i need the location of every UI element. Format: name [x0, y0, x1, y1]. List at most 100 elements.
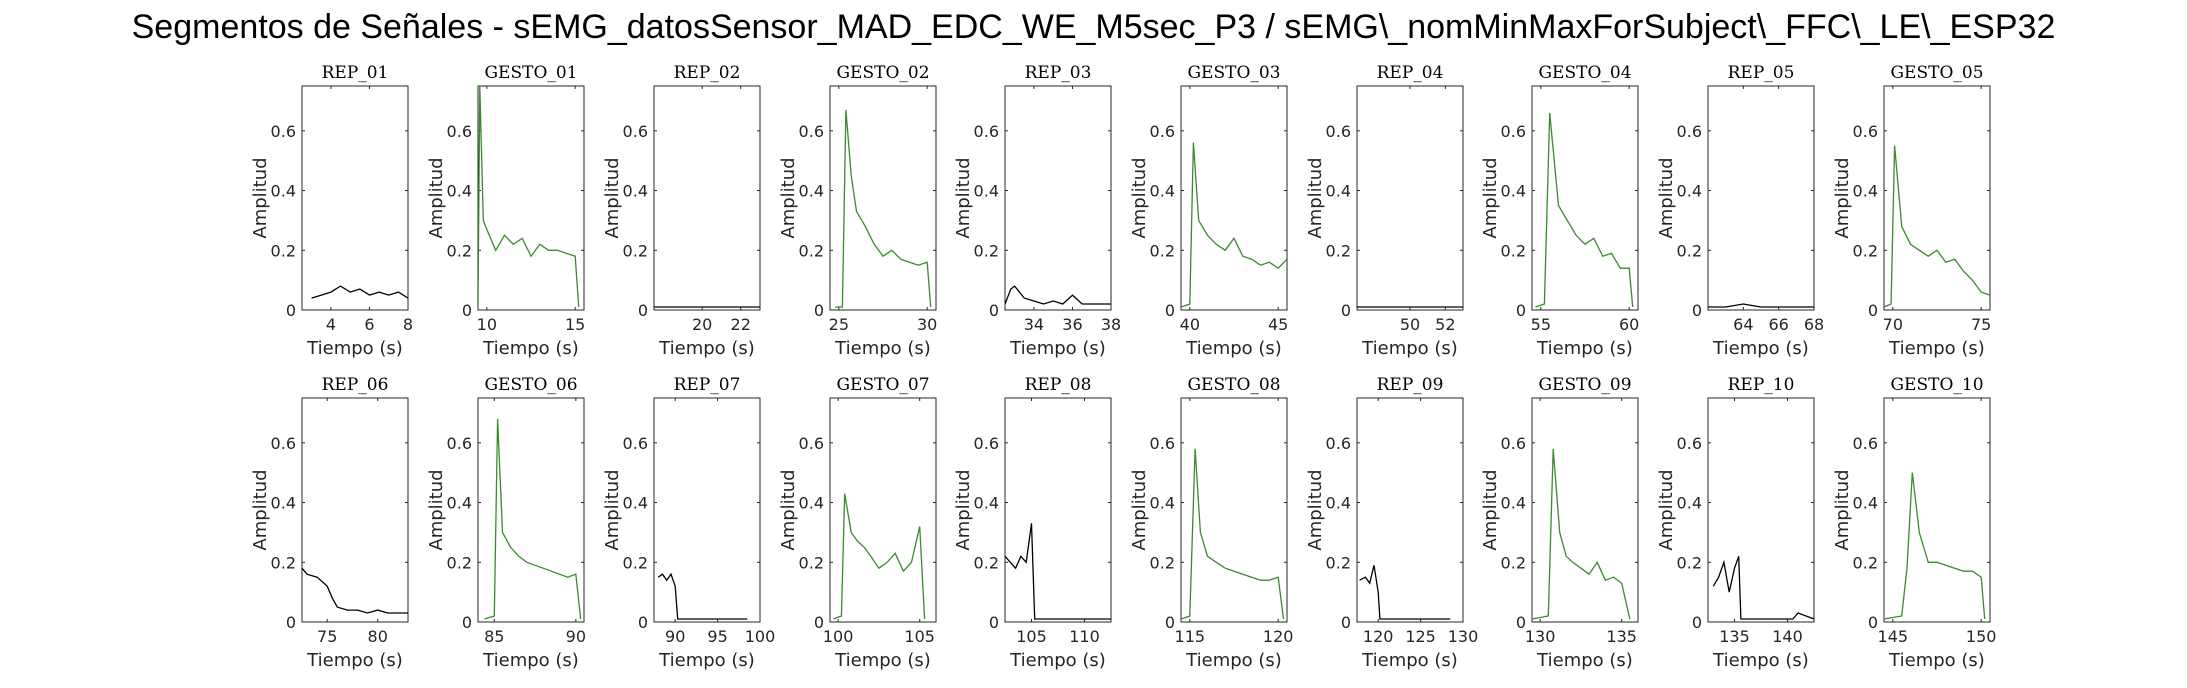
panel-title: REP_08 — [1025, 375, 1092, 395]
subplot-gesto-07: 0 0.2 0.4 0.6 100 105 GESTO_07 Tiempo (s) Amplit… — [778, 375, 937, 671]
y-tick-label: 0.2 — [799, 553, 824, 572]
signal-line — [1005, 523, 1111, 620]
axes-box — [477, 397, 585, 623]
x-tick-label: 22 — [731, 315, 751, 334]
y-tick-label: 0.4 — [623, 182, 648, 201]
y-tick-label: 0.4 — [1677, 494, 1702, 513]
subplot-gesto-06: 0 0.2 0.4 0.6 85 90 GESTO_06 Tiempo (s) Amplitud — [426, 375, 586, 671]
y-tick-label: 0.2 — [1853, 553, 1878, 572]
y-tick-label: 0.4 — [1326, 182, 1351, 201]
axes-box — [1004, 85, 1112, 311]
panel-title: REP_03 — [1025, 63, 1092, 83]
panel-title: GESTO_04 — [1538, 63, 1631, 83]
x-tick-label: 100 — [823, 627, 854, 646]
x-tick-label: 150 — [1966, 627, 1997, 646]
y-axis-label: Amplitud — [1305, 157, 1326, 238]
subplot-rep-01: 0 0.2 0.4 0.6 4 6 8 REP_01 Tiempo (s) Amplitud — [250, 63, 413, 359]
y-tick-label: 0.6 — [447, 434, 472, 453]
subplot-gesto-10: 0 0.2 0.4 0.6 145 150 GESTO_10 Tiempo (s) Amplit… — [1832, 375, 1996, 671]
x-axis-label: Tiempo (s) — [1712, 650, 1809, 671]
y-axis-label: Amplitud — [778, 157, 799, 238]
x-axis-label: Tiempo (s) — [658, 338, 755, 359]
y-axis-label: Amplitud — [602, 157, 623, 238]
y-tick-label: 0 — [1692, 613, 1702, 632]
y-tick-label: 0 — [814, 301, 824, 320]
y-tick-label: 0.2 — [447, 241, 472, 260]
y-tick-label: 0.4 — [974, 182, 999, 201]
y-axis-label: Amplitud — [1656, 157, 1677, 238]
axes-box — [301, 85, 409, 311]
y-tick-label: 0.6 — [974, 434, 999, 453]
y-tick-label: 0.6 — [1501, 122, 1526, 141]
x-axis-label: Tiempo (s) — [1888, 650, 1985, 671]
y-tick-label: 0.2 — [1853, 241, 1878, 260]
y-axis-label: Amplitud — [778, 469, 799, 550]
y-tick-label: 0.6 — [1150, 434, 1175, 453]
panel-title: REP_07 — [674, 375, 741, 395]
x-axis-label: Tiempo (s) — [1185, 338, 1282, 359]
y-axis-label: Amplitud — [1129, 469, 1150, 550]
y-axis-label: Amplitud — [250, 157, 271, 238]
x-axis-label: Tiempo (s) — [1536, 650, 1633, 671]
axes-box — [1531, 397, 1639, 623]
y-tick-label: 0.6 — [1853, 434, 1878, 453]
x-tick-label: 6 — [364, 315, 374, 334]
y-tick-label: 0.4 — [271, 182, 296, 201]
y-tick-label: 0.6 — [1677, 122, 1702, 141]
y-tick-label: 0.2 — [974, 553, 999, 572]
x-tick-label: 45 — [1268, 315, 1288, 334]
x-tick-label: 130 — [1525, 627, 1556, 646]
subplot-gesto-05: 0 0.2 0.4 0.6 70 75 GESTO_05 Tiempo (s) Amplitud — [1832, 63, 1991, 359]
x-tick-label: 90 — [665, 627, 685, 646]
y-axis-label: Amplitud — [1305, 469, 1326, 550]
y-tick-label: 0 — [1868, 613, 1878, 632]
axes-box — [829, 397, 937, 623]
x-tick-label: 8 — [403, 315, 413, 334]
subplot-gesto-04: 0 0.2 0.4 0.6 55 60 GESTO_04 Tiempo (s) Amplitud — [1480, 63, 1639, 359]
y-tick-label: 0.6 — [1501, 434, 1526, 453]
x-tick-label: 52 — [1435, 315, 1455, 334]
signal-line — [302, 567, 408, 614]
signal-line — [484, 418, 582, 620]
y-tick-label: 0.6 — [974, 122, 999, 141]
y-axis-label: Amplitud — [426, 469, 447, 550]
y-axis-label: Amplitud — [426, 157, 447, 238]
panel-title: REP_05 — [1728, 63, 1795, 83]
subplot-rep-08: 0 0.2 0.4 0.6 105 110 REP_08 Tiempo (s) Amplitud — [953, 375, 1112, 671]
y-tick-label: 0.6 — [271, 122, 296, 141]
signal-line — [833, 493, 926, 620]
panel-title: GESTO_10 — [1890, 375, 1983, 395]
axes-box — [1883, 397, 1991, 623]
x-tick-label: 60 — [1619, 315, 1639, 334]
y-axis-label: Amplitud — [1832, 469, 1853, 550]
x-axis-label: Tiempo (s) — [834, 338, 931, 359]
y-tick-label: 0.6 — [1326, 122, 1351, 141]
x-tick-label: 105 — [904, 627, 935, 646]
y-tick-label: 0 — [1516, 301, 1526, 320]
x-tick-label: 130 — [1448, 627, 1479, 646]
y-tick-label: 0 — [1165, 301, 1175, 320]
x-tick-label: 38 — [1101, 315, 1121, 334]
subplot-rep-05: 0 0.2 0.4 0.6 64 66 68 REP_05 Tiempo (s) Amplitud — [1656, 63, 1824, 359]
y-tick-label: 0 — [1516, 613, 1526, 632]
y-tick-label: 0 — [1868, 301, 1878, 320]
x-tick-label: 145 — [1878, 627, 1909, 646]
x-axis-label: Tiempo (s) — [1888, 338, 1985, 359]
x-axis-label: Tiempo (s) — [1536, 338, 1633, 359]
x-axis-label: Tiempo (s) — [306, 650, 403, 671]
x-tick-label: 105 — [1016, 627, 1047, 646]
x-tick-label: 20 — [692, 315, 712, 334]
signal-line — [1181, 448, 1285, 620]
y-tick-label: 0 — [462, 301, 472, 320]
y-tick-label: 0.4 — [1150, 494, 1175, 513]
y-tick-label: 0.4 — [1501, 182, 1526, 201]
y-axis-label: Amplitud — [953, 157, 974, 238]
y-tick-label: 0.4 — [799, 182, 824, 201]
y-tick-label: 0.6 — [623, 434, 648, 453]
panel-title: REP_10 — [1728, 375, 1795, 395]
y-tick-label: 0.2 — [1501, 553, 1526, 572]
axes-box — [477, 85, 585, 311]
subplot-rep-02: 0 0.2 0.4 0.6 20 22 REP_02 Tiempo (s) Amplitud — [602, 63, 761, 359]
x-axis-label: Tiempo (s) — [1361, 650, 1458, 671]
x-tick-label: 80 — [368, 627, 388, 646]
